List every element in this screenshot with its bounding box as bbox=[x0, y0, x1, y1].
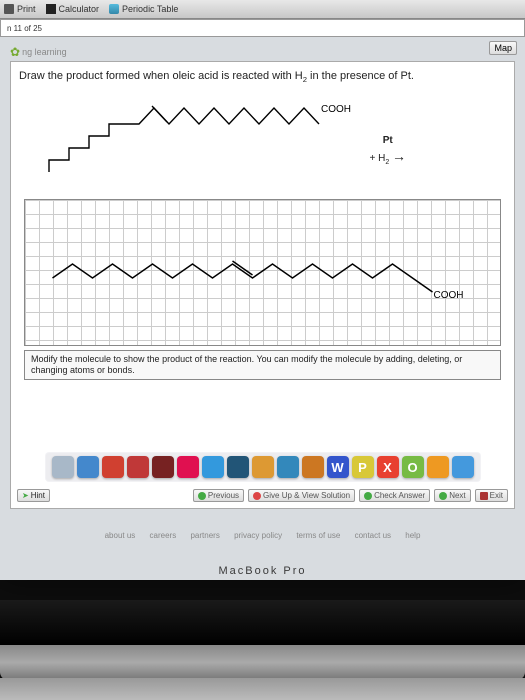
footer-about[interactable]: about us bbox=[105, 531, 136, 540]
check-icon bbox=[364, 492, 372, 500]
laptop-keyboard bbox=[0, 678, 525, 700]
dock-app-icon[interactable]: P bbox=[352, 456, 374, 478]
laptop-bezel: MacBook Pro bbox=[0, 600, 525, 645]
dock-app-icon[interactable] bbox=[152, 456, 174, 478]
exit-label: Exit bbox=[490, 491, 503, 500]
progress-text: n 11 of 25 bbox=[7, 24, 42, 33]
footer-links: about us careers partners privacy policy… bbox=[0, 517, 525, 554]
map-button[interactable]: Map bbox=[489, 41, 517, 55]
giveup-button[interactable]: Give Up & View Solution bbox=[248, 489, 355, 502]
macos-dock[interactable]: WPXO bbox=[45, 452, 481, 482]
reactant-structure: COOH Pt + H2 → bbox=[19, 94, 506, 184]
footer-terms[interactable]: terms of use bbox=[296, 531, 340, 540]
calculator-icon bbox=[46, 4, 56, 14]
calculator-label: Calculator bbox=[59, 4, 100, 14]
dock-app-icon[interactable] bbox=[102, 456, 124, 478]
dock-app-icon[interactable] bbox=[452, 456, 474, 478]
instruction-text: Modify the molecule to show the product … bbox=[24, 350, 501, 380]
check-label: Check Answer bbox=[374, 491, 425, 500]
giveup-label: Give Up & View Solution bbox=[263, 491, 350, 500]
print-label: Print bbox=[17, 4, 36, 14]
dock-app-icon[interactable] bbox=[252, 456, 274, 478]
next-icon bbox=[439, 492, 447, 500]
laptop-hinge bbox=[0, 645, 525, 680]
navigation-buttons: Previous Give Up & View Solution Check A… bbox=[193, 489, 508, 502]
dock-app-icon[interactable] bbox=[52, 456, 74, 478]
molecule-editor[interactable]: COOH bbox=[24, 199, 501, 346]
reaction-conditions: Pt + H2 → bbox=[369, 134, 406, 167]
app-toolbar: Print Calculator Periodic Table bbox=[0, 0, 525, 19]
dock-app-icon[interactable] bbox=[177, 456, 199, 478]
periodic-table-icon bbox=[109, 4, 119, 14]
footer-privacy[interactable]: privacy policy bbox=[234, 531, 282, 540]
question-text: Draw the product formed when oleic acid … bbox=[19, 70, 506, 84]
footer-careers[interactable]: careers bbox=[150, 531, 177, 540]
dock-app-icon[interactable] bbox=[277, 456, 299, 478]
dock-app-icon[interactable]: X bbox=[377, 456, 399, 478]
footer-partners[interactable]: partners bbox=[190, 531, 219, 540]
hint-icon: ➤ bbox=[22, 491, 29, 500]
leaf-icon: ✿ bbox=[10, 45, 20, 59]
dock-app-icon[interactable] bbox=[302, 456, 324, 478]
print-button[interactable]: Print bbox=[4, 4, 36, 14]
dock-app-icon[interactable] bbox=[227, 456, 249, 478]
dock-app-icon[interactable] bbox=[127, 456, 149, 478]
dock-app-icon[interactable] bbox=[427, 456, 449, 478]
hint-button[interactable]: ➤ Hint bbox=[17, 489, 50, 502]
exit-button[interactable]: Exit bbox=[475, 489, 508, 502]
print-icon bbox=[4, 4, 14, 14]
macbook-label: MacBook Pro bbox=[0, 565, 525, 577]
periodic-table-label: Periodic Table bbox=[122, 4, 178, 14]
exit-icon bbox=[480, 492, 488, 500]
dock-app-icon[interactable] bbox=[202, 456, 224, 478]
footer-contact[interactable]: contact us bbox=[355, 531, 391, 540]
next-button[interactable]: Next bbox=[434, 489, 470, 502]
previous-icon bbox=[198, 492, 206, 500]
periodic-table-button[interactable]: Periodic Table bbox=[109, 4, 178, 14]
next-label: Next bbox=[449, 491, 465, 500]
giveup-icon bbox=[253, 492, 261, 500]
branding-text: ng learning bbox=[22, 47, 67, 57]
footer-help[interactable]: help bbox=[405, 531, 420, 540]
cooh-label: COOH bbox=[321, 104, 351, 115]
branding: ✿ ng learning bbox=[10, 45, 515, 59]
question-panel: Draw the product formed when oleic acid … bbox=[10, 61, 515, 509]
dock-app-icon[interactable]: O bbox=[402, 456, 424, 478]
progress-indicator: n 11 of 25 bbox=[0, 19, 525, 37]
product-cooh-label: COOH bbox=[434, 290, 464, 301]
dock-app-icon[interactable]: W bbox=[327, 456, 349, 478]
check-answer-button[interactable]: Check Answer bbox=[359, 489, 430, 502]
calculator-button[interactable]: Calculator bbox=[46, 4, 100, 14]
previous-label: Previous bbox=[208, 491, 239, 500]
previous-button[interactable]: Previous bbox=[193, 489, 244, 502]
hint-label: Hint bbox=[31, 491, 45, 500]
dock-app-icon[interactable] bbox=[77, 456, 99, 478]
